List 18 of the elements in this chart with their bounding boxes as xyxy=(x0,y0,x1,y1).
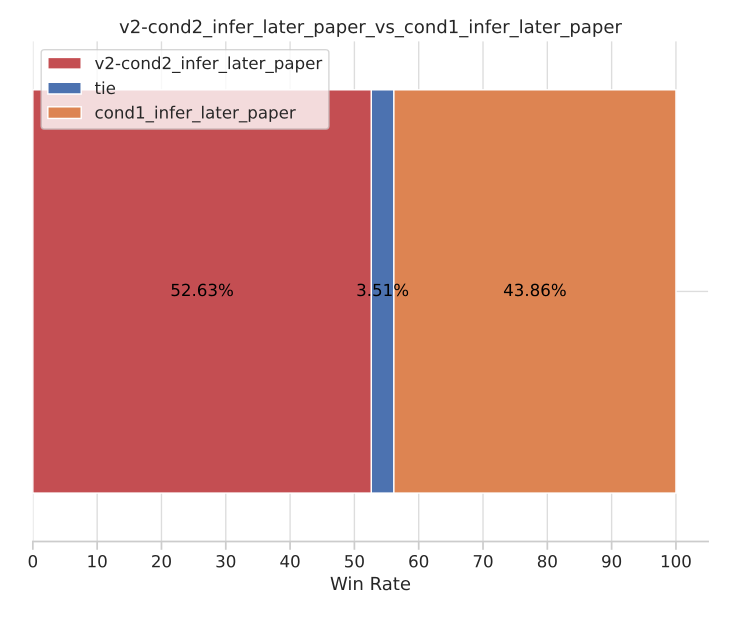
x-tick-label: 40 xyxy=(280,554,300,568)
x-tick-label: 60 xyxy=(409,554,428,568)
x-tick-label: 0 xyxy=(28,554,38,568)
x-tick-label: 20 xyxy=(152,554,171,568)
x-tick-label: 50 xyxy=(345,554,364,568)
x-tick-label: 90 xyxy=(602,554,622,568)
data-label: 52.63% xyxy=(172,284,233,296)
legend-label: v2-cond2_infer_later_paper xyxy=(95,56,322,73)
chart-title: v2-cond2_infer_later_paper_vs_cond1_infer_later_paper xyxy=(120,19,622,38)
x-tick-label: 30 xyxy=(216,554,236,568)
legend-label: tie xyxy=(94,81,116,94)
x-tick-label: 80 xyxy=(538,554,557,568)
x-tick-label: 10 xyxy=(88,554,107,568)
x-tick-label: 70 xyxy=(474,554,493,568)
x-tick-label: 100 xyxy=(662,554,691,568)
data-label: 43.86% xyxy=(504,284,566,296)
legend-label: cond1_infer_later_paper xyxy=(95,106,296,122)
x-axis-title: Win Rate xyxy=(330,576,410,590)
